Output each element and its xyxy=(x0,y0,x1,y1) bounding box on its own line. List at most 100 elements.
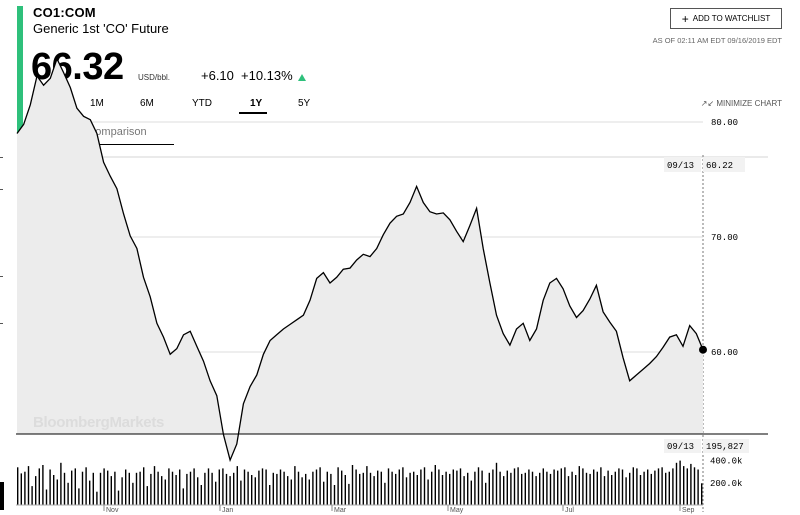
crosshair-price-label: 60.22 xyxy=(706,161,733,171)
volume-bar xyxy=(625,477,627,506)
volume-bar xyxy=(71,470,73,505)
volume-bar xyxy=(78,488,80,505)
volume-bar xyxy=(384,482,386,505)
volume-bar xyxy=(290,479,292,505)
volume-bar xyxy=(225,473,228,505)
volume-bar xyxy=(330,473,332,505)
volume-bar xyxy=(661,467,663,505)
range-tab-1y[interactable]: 1Y xyxy=(250,98,263,109)
volume-bar xyxy=(161,476,163,505)
volume-bar xyxy=(247,471,249,505)
volume-bar xyxy=(668,471,670,505)
volume-bar xyxy=(139,471,141,505)
volume-bar xyxy=(150,473,152,505)
volume-bar xyxy=(431,471,433,505)
volume-bar xyxy=(434,465,436,505)
volume-bar xyxy=(337,467,339,505)
volume-bar xyxy=(485,482,487,505)
volume-bar xyxy=(510,472,512,505)
volume-bar xyxy=(416,475,418,505)
volume-bar xyxy=(639,475,642,505)
volume-bar xyxy=(665,472,667,505)
volume-bar xyxy=(236,466,238,505)
as-of-timestamp: AS OF 02:11 AM EDT 09/16/2019 EDT xyxy=(652,36,782,45)
volume-bar xyxy=(99,472,102,505)
volume-bar xyxy=(157,471,159,505)
price-change-percent: +10.13% xyxy=(241,68,293,83)
range-tab-6m[interactable]: 6M xyxy=(140,98,154,109)
volume-bar xyxy=(204,472,206,505)
volume-bar xyxy=(294,466,296,505)
range-tab-5y[interactable]: 5Y xyxy=(298,98,311,109)
range-tab-1m[interactable]: 1M xyxy=(90,98,104,109)
volume-bar xyxy=(175,475,177,505)
volume-bar xyxy=(629,472,631,505)
volume-bar xyxy=(362,472,364,505)
time-axis-label: Mar xyxy=(334,507,347,514)
add-to-watchlist-button[interactable]: + ADD TO WATCHLIST xyxy=(670,8,782,29)
volume-bar xyxy=(683,466,685,505)
volume-bar xyxy=(153,466,156,505)
volume-bar xyxy=(355,469,357,505)
volume-bar xyxy=(571,471,573,505)
volume-bar xyxy=(474,471,476,505)
volume-bar xyxy=(560,468,562,505)
volume-bar xyxy=(31,486,33,505)
volume-bar xyxy=(405,477,408,506)
volume-bar xyxy=(395,473,397,505)
range-tab-ytd[interactable]: YTD xyxy=(192,98,212,109)
volume-date-label: 09/13 xyxy=(667,442,694,452)
price-change: +6.10 xyxy=(201,68,234,83)
active-range-underline xyxy=(239,112,267,114)
crosshair-date-label: 09/13 xyxy=(667,161,694,171)
volume-bar xyxy=(549,473,552,505)
volume-bar xyxy=(344,475,346,505)
volume-bar xyxy=(654,470,656,505)
volume-bar xyxy=(621,469,624,505)
edge-tick xyxy=(0,157,3,158)
volume-bar xyxy=(243,469,246,505)
volume-bar xyxy=(607,470,609,505)
edge-tick xyxy=(0,276,3,277)
volume-bar xyxy=(366,466,368,505)
volume-bar xyxy=(20,473,22,505)
price-unit: USD/bbl. xyxy=(138,73,171,82)
volume-bar xyxy=(441,475,444,505)
volume-bar xyxy=(348,483,350,505)
volume-bar xyxy=(596,471,598,505)
volume-bar xyxy=(146,486,148,505)
volume-bar xyxy=(686,468,688,505)
volume-bar xyxy=(600,467,602,505)
volume-bar xyxy=(470,480,472,505)
minimize-chart-button[interactable]: ↗↙ MINIMIZE CHART xyxy=(701,99,782,108)
volume-bar xyxy=(427,479,429,505)
volume-bar xyxy=(35,476,37,505)
volume-bar xyxy=(459,468,462,505)
up-arrow-icon xyxy=(298,74,306,81)
price-area xyxy=(17,58,703,461)
volume-bar xyxy=(60,462,62,505)
volume-bar xyxy=(211,472,213,505)
volume-bar xyxy=(312,471,314,505)
volume-bar xyxy=(251,475,253,505)
volume-bar xyxy=(186,473,188,505)
volume-bar xyxy=(74,468,76,505)
volume-bar xyxy=(369,472,372,505)
volume-bar xyxy=(193,468,195,505)
volume-bar xyxy=(675,462,678,505)
volume-bar xyxy=(265,469,267,505)
volume-bar xyxy=(258,470,260,505)
volume-bar xyxy=(114,471,116,505)
volume-value-box xyxy=(703,439,749,453)
volume-bar xyxy=(575,475,577,505)
volume-bar xyxy=(56,479,58,505)
volume-bar xyxy=(657,468,660,505)
volume-bar xyxy=(171,471,174,505)
volume-bar xyxy=(506,470,508,505)
volume-bar xyxy=(323,481,325,505)
volume-bar xyxy=(445,471,447,505)
volume-bar xyxy=(67,482,69,505)
volume-bar xyxy=(539,472,541,505)
ticker-symbol: CO1:COM xyxy=(33,5,96,20)
volume-bar xyxy=(585,472,588,505)
